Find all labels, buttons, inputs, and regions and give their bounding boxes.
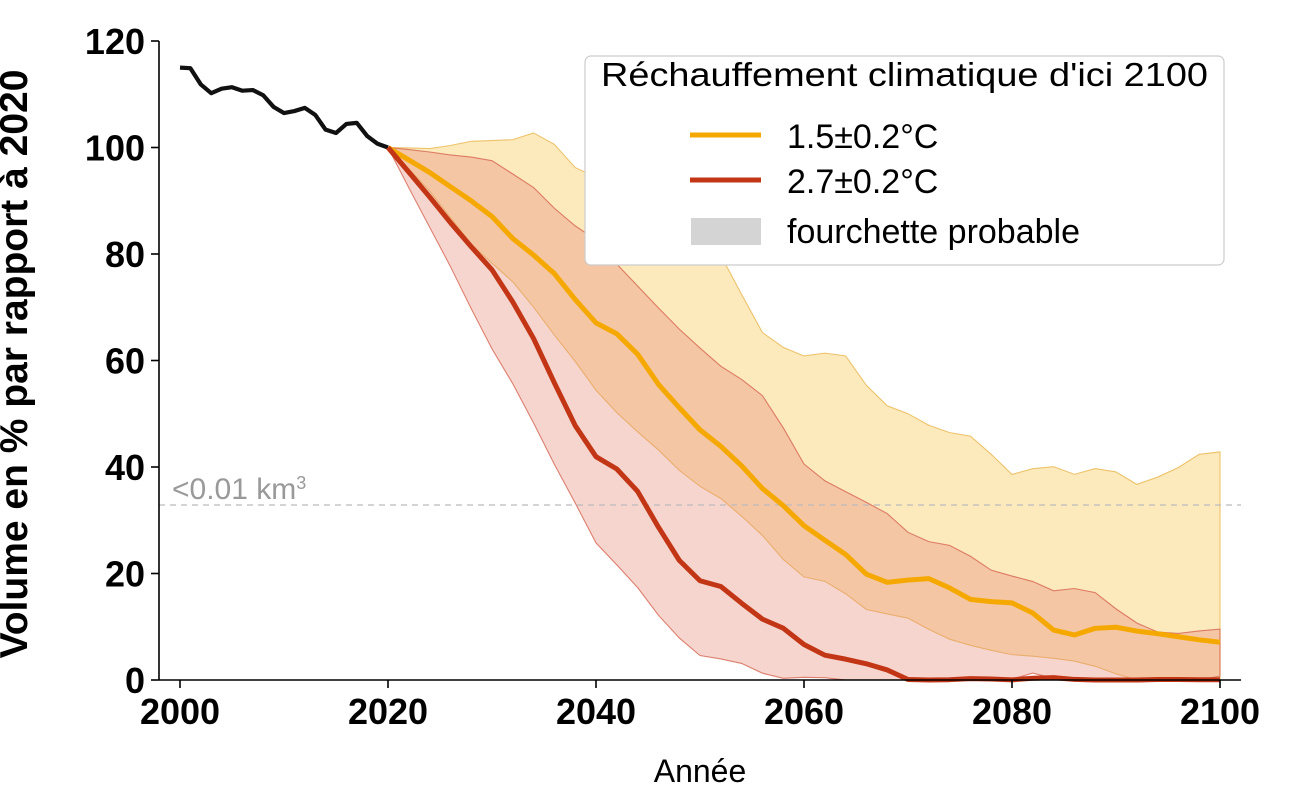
- svg-text:fourchette probable: fourchette probable: [787, 213, 1080, 251]
- svg-text:Année: Année: [654, 753, 747, 789]
- svg-text:1.5±0.2°C: 1.5±0.2°C: [787, 118, 938, 156]
- svg-text:100: 100: [85, 128, 145, 169]
- svg-text:60: 60: [105, 341, 145, 382]
- svg-text:2.7±0.2°C: 2.7±0.2°C: [787, 163, 938, 201]
- svg-text:120: 120: [85, 21, 145, 62]
- svg-text:40: 40: [105, 447, 145, 488]
- svg-text:80: 80: [105, 234, 145, 275]
- svg-text:<0.01 km3: <0.01 km3: [172, 473, 306, 506]
- svg-text:2080: 2080: [972, 691, 1052, 732]
- svg-text:2020: 2020: [348, 691, 428, 732]
- svg-text:Volume en % par rapport à 2020: Volume en % par rapport à 2020: [0, 70, 36, 659]
- svg-text:2060: 2060: [764, 691, 844, 732]
- svg-text:20: 20: [105, 554, 145, 595]
- svg-text:2100: 2100: [1180, 691, 1260, 732]
- svg-text:2000: 2000: [140, 691, 220, 732]
- svg-text:Réchauffement climatique d'ici: Réchauffement climatique d'ici 2100: [601, 56, 1208, 93]
- svg-text:2040: 2040: [556, 691, 636, 732]
